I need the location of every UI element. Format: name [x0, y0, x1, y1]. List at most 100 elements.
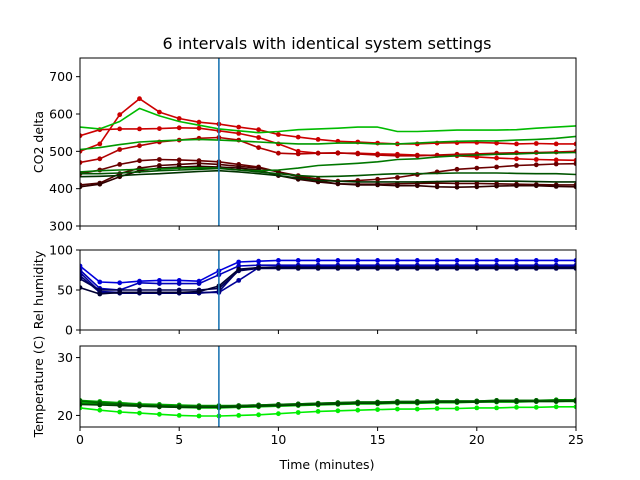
temperature-axes-frame — [79, 345, 577, 428]
co2-series-2-point — [375, 152, 380, 158]
co2-series-2-point — [315, 150, 321, 156]
co2-series-0-point — [276, 132, 281, 137]
co2-series-0-point — [494, 140, 499, 146]
co2-series-0-point — [157, 109, 162, 115]
humidity-series-5-point — [97, 291, 103, 297]
co2-series-1-point — [157, 126, 162, 131]
co2-series-5-point — [553, 184, 559, 189]
co2-series-3-point — [514, 163, 519, 168]
temperature-series-5-point — [514, 399, 519, 404]
temperature-series-0-point — [355, 407, 361, 413]
co2-series-1-point — [494, 155, 499, 161]
humidity-series-4-point — [80, 276, 83, 282]
temperature-x-tick-label: 15 — [370, 432, 386, 447]
co2-y-tick-label: 700 — [49, 69, 73, 84]
co2-series-3-point — [474, 165, 480, 171]
temperature-series-0-point — [395, 406, 400, 412]
temperature-series-5-point — [494, 399, 499, 404]
co2-series-3-point — [494, 164, 499, 170]
humidity-series-5-point — [573, 265, 576, 270]
co2-series-1-point — [236, 131, 242, 136]
humidity-series-0-point — [533, 258, 539, 263]
co2-series-0-point — [117, 112, 123, 118]
temperature-series-0-point — [157, 411, 162, 417]
co2-series-1-point — [196, 125, 202, 131]
humidity-series-0-point — [494, 258, 499, 263]
humidity-series-1-point — [157, 281, 162, 286]
humidity-series-4-point — [97, 287, 103, 293]
humidity-series-0-point — [335, 258, 341, 263]
temperature-series-0-point — [474, 405, 480, 411]
temperature-series-5-point — [553, 399, 559, 404]
co2-series-5-point — [474, 184, 480, 190]
co2-series-line-10 — [80, 169, 576, 183]
humidity-series-5-point — [256, 265, 261, 270]
temperature-series-5-point — [256, 403, 261, 409]
temperature-series-5-point — [375, 400, 380, 406]
co2-series-line-5 — [80, 165, 576, 188]
co2-series-3-point — [573, 161, 576, 167]
co2-series-0-point — [236, 124, 242, 130]
figure-title: 6 intervals with identical system settin… — [163, 34, 492, 53]
co2-series-2-point — [414, 153, 420, 159]
co2-series-2-point — [395, 153, 400, 159]
humidity-series-0-point — [295, 258, 301, 263]
humidity-series-5-point — [236, 266, 242, 272]
temperature-series-5-point — [573, 398, 576, 404]
humidity-series-5-point — [157, 290, 162, 295]
temperature-series-5-point — [137, 403, 142, 409]
temperature-series-5-point — [276, 403, 281, 408]
humidity-y-tick-label: 100 — [49, 243, 73, 258]
temperature-series-0-point — [494, 405, 499, 411]
co2-series-1-point — [137, 126, 142, 132]
humidity-series-0-point — [355, 258, 361, 263]
co2-series-0-point — [315, 137, 321, 142]
humidity-series-5-point — [276, 265, 281, 270]
temperature-series-0-point — [137, 410, 142, 416]
humidity-series-0-point — [276, 258, 281, 263]
co2-series-2-point — [117, 147, 123, 152]
temperature-series-5-point — [474, 399, 480, 405]
temperature-series-0-point — [176, 413, 182, 418]
temperature-series-5-point — [414, 400, 420, 406]
co2-series-5-point — [335, 181, 341, 187]
temperature-series-0-point — [196, 413, 202, 419]
humidity-series-0-point — [256, 258, 261, 264]
temperature-series-0-point — [117, 409, 123, 415]
co2-series-5-point — [395, 183, 400, 189]
co2-series-3-point — [117, 162, 123, 167]
co2-series-line-0 — [80, 97, 576, 153]
humidity-series-0-point — [434, 258, 440, 263]
humidity-series-5-point — [355, 265, 361, 270]
humidity-series-0-point — [414, 258, 420, 263]
temperature-y-axis-label: Temperature (C) — [31, 336, 46, 439]
temperature-series-0-point — [315, 409, 321, 414]
co2-series-2-point — [256, 145, 261, 151]
humidity-series-0-point — [375, 258, 380, 263]
co2-series-0-point — [533, 141, 539, 146]
temperature-series-5-point — [80, 402, 83, 407]
co2-series-3-point — [533, 162, 539, 168]
co2-y-tick-label: 500 — [49, 144, 73, 159]
co2-series-0-point — [176, 116, 182, 121]
humidity-series-0-point — [514, 258, 519, 263]
temperature-series-0-point — [375, 407, 380, 412]
co2-series-2-point — [295, 151, 301, 157]
humidity-series-5-point — [315, 265, 321, 270]
temperature-series-5-point — [157, 404, 162, 410]
humidity-series-5-point — [295, 265, 301, 270]
humidity-series-5-point — [454, 265, 460, 270]
humidity-series-1-point — [196, 281, 202, 286]
temperature-series-5-point — [196, 404, 202, 410]
co2-series-3-point — [157, 157, 162, 162]
humidity-series-line-5 — [80, 266, 576, 295]
temperature-series-0-point — [295, 410, 301, 415]
x-axis-label: Time (minutes) — [279, 457, 375, 472]
temperature-series-0-point — [97, 407, 103, 413]
humidity-series-5-point — [434, 265, 440, 270]
co2-series-1-point — [514, 156, 519, 162]
humidity-series-5-point — [137, 290, 142, 295]
co2-series-3-point — [375, 176, 380, 182]
